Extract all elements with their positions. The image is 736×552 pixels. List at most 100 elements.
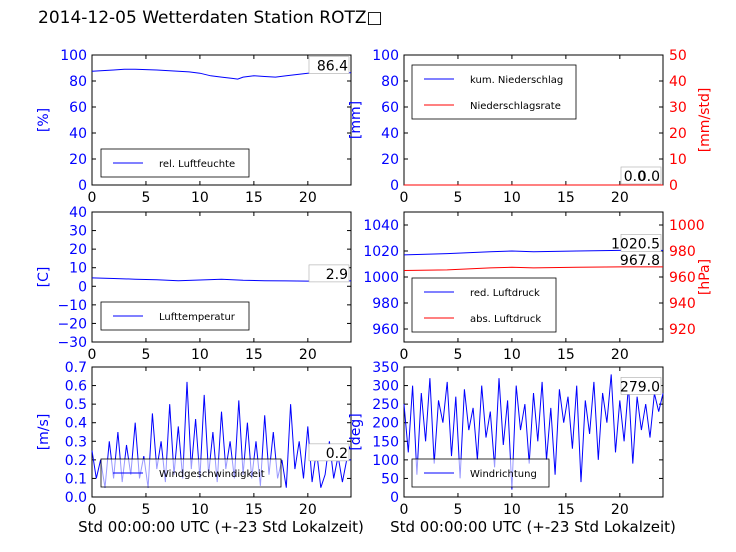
x-tick-label: 10 [503, 502, 521, 518]
x-tick-label: 15 [245, 347, 263, 363]
x-tick-label: 5 [141, 190, 150, 206]
panel-pressure [403, 211, 664, 343]
y-tick-label: 0 [78, 279, 87, 295]
x-axis-label-right: Std 00:00:00 UTC (+-23 Std Lokalzeit) [390, 518, 676, 536]
y-tick-label: 20 [69, 242, 87, 258]
y-tick-label: 0.5 [65, 397, 87, 413]
last-value-label: 2.9 [326, 267, 348, 283]
series-line [403, 374, 664, 490]
y-tick-label: 1040 [363, 218, 399, 234]
plot-frame [403, 366, 664, 498]
y2-tick-label: 40 [669, 74, 687, 90]
value-box [308, 443, 350, 462]
x-tick-label: 20 [611, 347, 629, 363]
x-tick-label: 15 [245, 190, 263, 206]
x-tick-label: 15 [557, 347, 575, 363]
legend-label: kum. Niederschlag [470, 75, 563, 86]
y-tick-label: 0.4 [65, 416, 87, 432]
legend-label: red. Luftdruck [470, 288, 540, 299]
x-tick-label: 10 [503, 347, 521, 363]
panel-temperature [91, 211, 352, 343]
x-tick-label: 5 [141, 502, 150, 518]
y-tick-label: 0.0 [65, 490, 87, 506]
x-tick-label: 5 [453, 190, 462, 206]
series-line [91, 381, 351, 488]
y-tick-label: 960 [372, 322, 399, 338]
y-tick-label: 0.3 [65, 434, 87, 450]
legend-label: abs. Luftdruck [470, 314, 541, 325]
y2-tick-label: 0 [669, 178, 678, 194]
y-tick-label: 1020 [363, 244, 399, 260]
y-tick-label: 300 [372, 379, 399, 395]
x-tick-label: 20 [299, 190, 317, 206]
legend-box [411, 277, 557, 333]
y-tick-label: −10 [57, 298, 87, 314]
x-tick-label: 20 [299, 347, 317, 363]
y-axis-label: [%] [36, 108, 52, 132]
legend-box [411, 64, 577, 120]
x-tick-label: 0 [88, 502, 97, 518]
last-value-label: 86.4 [317, 59, 348, 75]
panel-wind_dir [403, 366, 664, 498]
y2-axis-label: [mm/std] [697, 88, 713, 153]
last-value-label-2: 0.0 [624, 169, 646, 185]
x-tick-label: 0 [88, 347, 97, 363]
legend-label: Niederschlagsrate [470, 101, 561, 112]
y-tick-label: 350 [372, 360, 399, 376]
y-axis-label: [C] [36, 267, 52, 288]
legend-label: Windrichtung [470, 469, 537, 480]
value-box [308, 56, 350, 74]
x-tick-label: 0 [400, 502, 409, 518]
panel-precip [403, 54, 664, 186]
y-tick-label: 0.1 [65, 471, 87, 487]
x-tick-label: 0 [400, 190, 409, 206]
y-tick-label: 980 [372, 296, 399, 312]
plot-frame [91, 366, 352, 498]
y2-tick-label: 20 [669, 126, 687, 142]
y2-tick-label: 940 [669, 296, 696, 312]
x-tick-label: 0 [400, 347, 409, 363]
panel-humidity [91, 54, 352, 186]
y2-tick-label: 980 [669, 244, 696, 260]
last-value-label: 279.0 [620, 379, 660, 395]
y-axis-label: [deg] [348, 413, 364, 450]
y-tick-label: 0.7 [65, 360, 87, 376]
value-box [308, 264, 350, 283]
y-tick-label: −30 [57, 335, 87, 351]
y-tick-label: 150 [372, 434, 399, 450]
value-box [620, 377, 662, 395]
last-value-label: 0.2 [326, 446, 348, 462]
x-tick-label: 20 [299, 502, 317, 518]
y-tick-label: 40 [69, 126, 87, 142]
y2-tick-label: 50 [669, 48, 687, 64]
last-value-label-2: 967.8 [620, 253, 660, 269]
series-line [403, 266, 663, 271]
plot-frame [91, 211, 352, 343]
y-tick-label: 80 [381, 74, 399, 90]
y-tick-label: 100 [372, 453, 399, 469]
y-tick-label: 50 [381, 471, 399, 487]
y-tick-label: −20 [57, 316, 87, 332]
y-tick-label: 1000 [363, 270, 399, 286]
y-axis-label: [m/s] [36, 414, 52, 451]
x-tick-label: 15 [557, 190, 575, 206]
last-value-label: 0.0 [638, 169, 660, 185]
series-line [403, 249, 663, 256]
x-tick-label: 20 [611, 190, 629, 206]
y-tick-label: 0 [78, 178, 87, 194]
y-tick-label: 100 [372, 48, 399, 64]
y2-axis-label: [hPa] [697, 259, 713, 295]
x-tick-label: 0 [88, 190, 97, 206]
x-tick-label: 15 [557, 502, 575, 518]
figure-title: 2014-12-05 Wetterdaten Station ROTZ□ [38, 8, 383, 28]
y-tick-label: 60 [381, 100, 399, 116]
y-axis-label: [mm] [348, 101, 364, 139]
legend-label: Windgeschwindigkeit [159, 469, 265, 480]
x-tick-label: 10 [191, 190, 209, 206]
y2-tick-label: 920 [669, 322, 696, 338]
y-tick-label: 250 [372, 397, 399, 413]
series-line [91, 277, 351, 282]
x-tick-label: 10 [191, 347, 209, 363]
y-tick-label: 0.2 [65, 453, 87, 469]
x-tick-label: 20 [611, 502, 629, 518]
